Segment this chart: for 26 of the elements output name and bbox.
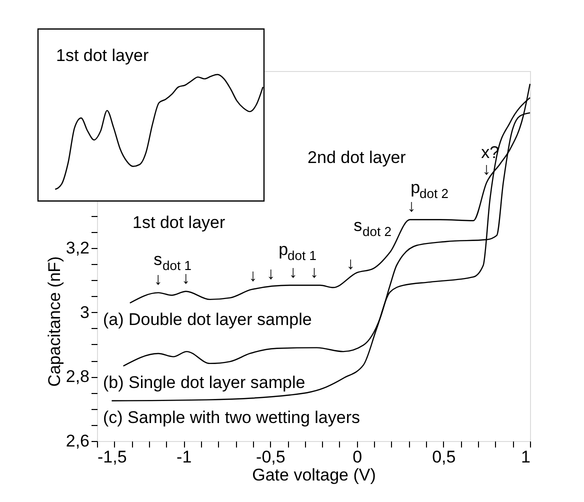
- annotation: 1st dot layer: [132, 213, 226, 232]
- annotation: ↓: [154, 270, 162, 289]
- series-label: (a) Double dot layer sample: [103, 310, 312, 329]
- text: 1st dot layer: [56, 46, 149, 65]
- y-axis-title: Capacitance (nF): [44, 256, 64, 387]
- annotation: ↓: [482, 159, 491, 178]
- annotation: ↓: [310, 262, 318, 282]
- series-label: (b) Single dot layer sample: [103, 373, 306, 392]
- x-tick-label: 1: [521, 448, 530, 466]
- annotation: ↓: [407, 196, 416, 216]
- series-label: (c) Sample with two wetting layers: [103, 408, 360, 427]
- y-tick-label: 3,2: [66, 238, 90, 258]
- annotation: 2nd dot layer: [308, 148, 406, 167]
- x-tick-label: -1,5: [98, 448, 127, 466]
- y-tick-label: 3: [80, 302, 90, 322]
- x-tick-label: 0,5: [432, 448, 456, 466]
- y-tick-label: 2,6: [66, 432, 90, 450]
- annotation: ↓: [248, 266, 258, 286]
- x-tick-label: -1: [176, 448, 192, 466]
- annotation: ↓: [266, 264, 276, 284]
- x-axis-title: Gate voltage (V): [252, 466, 376, 484]
- annotation: ↓: [288, 262, 298, 282]
- annotation: ↓: [346, 254, 355, 273]
- x-tick-label: -0,5: [256, 448, 286, 466]
- x-tick-label: 0: [352, 448, 362, 466]
- y-tick-label: 2,8: [66, 367, 90, 386]
